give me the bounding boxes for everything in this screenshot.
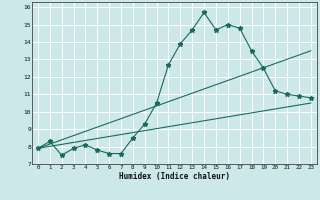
X-axis label: Humidex (Indice chaleur): Humidex (Indice chaleur): [119, 172, 230, 181]
